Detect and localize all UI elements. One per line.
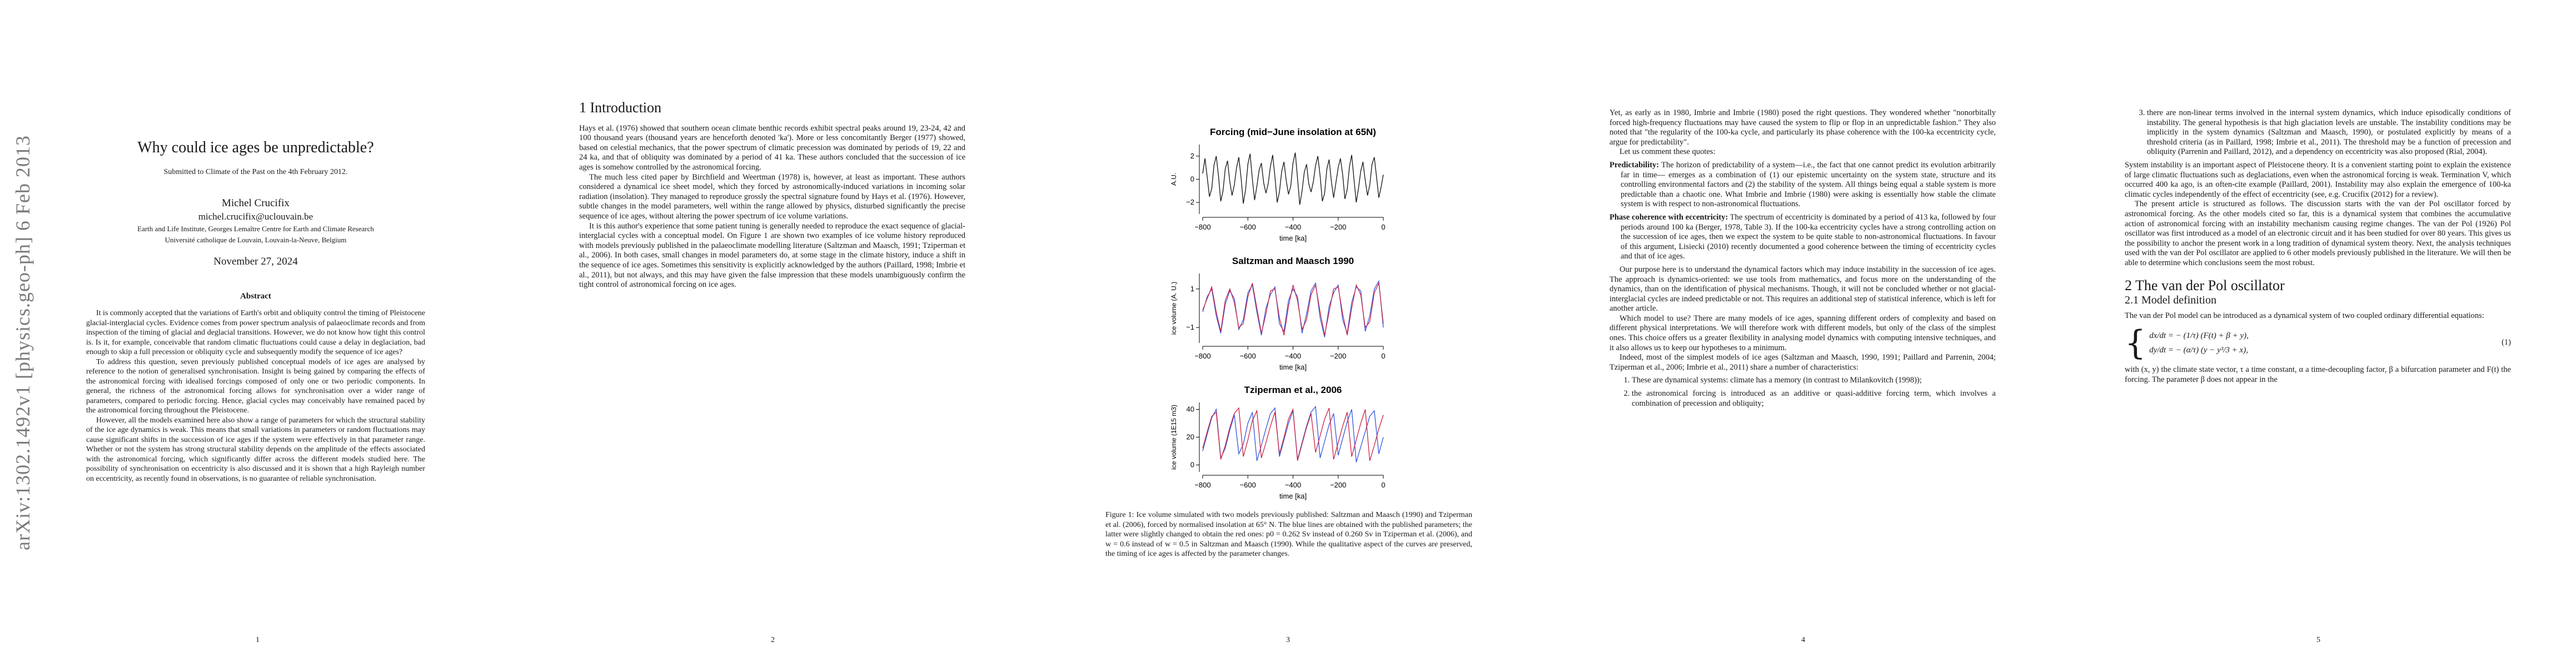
section-heading: 1 Introduction xyxy=(579,99,662,116)
body-paragraph: Our purpose here is to understand the dy… xyxy=(1610,265,1996,313)
x-tick-label: −600 xyxy=(1240,352,1256,360)
x-tick-label: −800 xyxy=(1194,223,1210,231)
affiliation-line-1: Earth and Life Institute, Georges Lemaît… xyxy=(137,225,374,233)
figure-1: Forcing (mid−June insolation at 65N) −800… xyxy=(1161,120,1394,509)
list-item: there are non-linear terms involved in t… xyxy=(2147,108,2511,157)
figure-1-charts: Forcing (mid−June insolation at 65N) −800… xyxy=(1170,127,1386,500)
body-paragraph: The much less cited paper by Birchfield … xyxy=(579,172,965,221)
x-tick-label: −600 xyxy=(1240,481,1256,489)
page-4-column: Yet, as early as in 1980, Imbrie and Imb… xyxy=(1610,108,1996,412)
list-item: These are dynamical systems: climate has… xyxy=(1632,376,1996,386)
series-line-blue xyxy=(1202,280,1384,337)
submission-note: Submitted to Climate of the Past on the … xyxy=(163,168,348,176)
definition-term: Predictability: xyxy=(1610,160,1660,170)
y-tick-label: 1 xyxy=(1190,285,1194,293)
x-axis-label: time [ka] xyxy=(1279,234,1307,242)
author-email[interactable]: michel.crucifix@uclouvain.be xyxy=(198,211,313,222)
paper-title: Why could ice ages be unpredictable? xyxy=(137,139,374,156)
x-axis-label: time [ka] xyxy=(1279,492,1307,500)
affiliation-line-2: Université catholique de Louvain, Louvai… xyxy=(165,236,347,244)
body-paragraph: Let us comment these quotes: xyxy=(1620,147,1716,157)
x-axis-label: time [ka] xyxy=(1279,363,1307,371)
definition-predictability: Predictability: The horizon of predictab… xyxy=(1610,161,1996,210)
introduction-column: 1 Introduction Hays et al. (1976) showed… xyxy=(579,99,965,290)
x-tick-label: −800 xyxy=(1194,352,1210,360)
definition-text: The horizon of predictability of a syste… xyxy=(1621,160,1996,209)
body-paragraph: with (x, y) the climate state vector, τ … xyxy=(2125,365,2511,384)
series-line-red xyxy=(1202,407,1384,461)
x-tick-label: 0 xyxy=(1381,352,1385,360)
equation-number: (1) xyxy=(2502,338,2511,347)
chart-title: Tziperman et al., 2006 xyxy=(1244,385,1342,395)
page-5-column: there are non-linear terms involved in t… xyxy=(2125,108,2511,385)
characteristics-list-continued: there are non-linear terms involved in t… xyxy=(2125,108,2511,157)
abstract-paragraph: It is commonly accepted that the variati… xyxy=(86,309,425,356)
equation-line: dy/dt = − (α/τ) (y − y³/3 + x), xyxy=(2149,346,2248,355)
x-tick-label: 0 xyxy=(1381,481,1385,489)
subsection-heading: 2.1 Model definition xyxy=(2125,294,2216,307)
page-3: Forcing (mid−June insolation at 65N) −800… xyxy=(1030,0,1546,667)
list-item: the astronomical forcing is introduced a… xyxy=(1632,389,1996,409)
series-line-red xyxy=(1202,282,1384,336)
body-paragraph: The present article is structured as fol… xyxy=(2125,200,2511,267)
page-number: 5 xyxy=(2316,636,2320,644)
body-paragraph: Hays et al. (1976) showed that southern … xyxy=(579,123,965,172)
y-tick-label: 0 xyxy=(1190,175,1194,183)
y-axis-label: A.U. xyxy=(1170,173,1178,186)
series-line-black xyxy=(1202,152,1384,205)
definition-term: Phase coherence with eccentricity: xyxy=(1610,212,1728,222)
section-heading: 2 The van der Pol oscillator xyxy=(2125,277,2285,293)
definition-phase-coherence: Phase coherence with eccentricity: The s… xyxy=(1610,213,1996,262)
arxiv-identifier[interactable]: arXiv:1302.1492v1 [physics.geo-ph] 6 Feb… xyxy=(12,135,34,550)
body-paragraph: Which model to use? There are many model… xyxy=(1610,313,1996,352)
x-tick-label: 0 xyxy=(1381,223,1385,231)
equation-rows: dx/dt = − (1/τ) (F(t) + β + y), dy/dt = … xyxy=(2149,328,2494,357)
y-tick-label: 2 xyxy=(1190,152,1194,160)
author-name: Michel Crucifix xyxy=(222,197,290,209)
x-tick-label: −400 xyxy=(1285,223,1301,231)
y-axis-label: ice volume (1E15 m3) xyxy=(1170,405,1178,470)
equation-line: dx/dt = − (1/τ) (F(t) + β + y), xyxy=(2149,331,2249,341)
x-tick-label: −200 xyxy=(1330,223,1346,231)
equation-1: { dx/dt = − (1/τ) (F(t) + β + y), dy/dt … xyxy=(2125,326,2511,360)
abstract-body: It is commonly accepted that the variati… xyxy=(86,308,425,484)
y-tick-label: 0 xyxy=(1190,461,1194,469)
figure-caption: Figure 1: Ice volume simulated with two … xyxy=(1105,511,1472,558)
page-number: 4 xyxy=(1801,636,1805,644)
abstract-heading: Abstract xyxy=(240,292,271,301)
page-5: there are non-linear terms involved in t… xyxy=(2061,0,2576,667)
definition-text: The spectrum of eccentricity is dominate… xyxy=(1621,212,1996,261)
series-line-blue xyxy=(1202,405,1384,462)
body-paragraph: It is this author's experience that some… xyxy=(579,221,965,290)
characteristics-list: These are dynamical systems: climate has… xyxy=(1610,376,1996,409)
body-paragraph: The van der Pol model can be introduced … xyxy=(2125,311,2484,320)
x-tick-label: −400 xyxy=(1285,352,1301,360)
abstract-paragraph: However, all the models examined here al… xyxy=(86,416,425,483)
y-tick-label: −2 xyxy=(1186,198,1194,206)
x-tick-label: −600 xyxy=(1240,223,1256,231)
x-tick-label: −800 xyxy=(1194,481,1210,489)
page-1: arXiv:1302.1492v1 [physics.geo-ph] 6 Feb… xyxy=(0,0,515,667)
page-number: 3 xyxy=(1286,636,1290,644)
chart-title: Forcing (mid−June insolation at 65N) xyxy=(1210,127,1376,137)
equation-brace: { xyxy=(2125,323,2146,363)
chart-title: Saltzman and Maasch 1990 xyxy=(1232,256,1354,266)
page-number: 1 xyxy=(256,636,260,644)
body-paragraph: Indeed, most of the simplest models of i… xyxy=(1610,353,1996,372)
y-axis-label: ice volume (A. U.) xyxy=(1170,282,1178,335)
x-tick-label: −400 xyxy=(1285,481,1301,489)
page-number: 2 xyxy=(771,636,775,644)
y-tick-label: 40 xyxy=(1187,405,1194,414)
abstract-paragraph: To address this question, seven previous… xyxy=(86,357,425,415)
y-tick-label: 20 xyxy=(1187,433,1194,441)
paper-date: November 27, 2024 xyxy=(213,256,298,267)
x-tick-label: −200 xyxy=(1330,481,1346,489)
page-4: Yet, as early as in 1980, Imbrie and Imb… xyxy=(1546,0,2061,667)
body-paragraph: Yet, as early as in 1980, Imbrie and Imb… xyxy=(1610,108,1996,147)
x-tick-label: −200 xyxy=(1330,352,1346,360)
body-paragraph: System instability is an important aspec… xyxy=(2125,160,2511,199)
page-2: 1 Introduction Hays et al. (1976) showed… xyxy=(515,0,1030,667)
y-tick-label: −1 xyxy=(1186,323,1194,331)
